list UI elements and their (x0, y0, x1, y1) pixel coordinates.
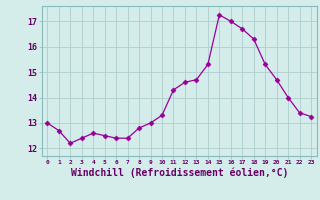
X-axis label: Windchill (Refroidissement éolien,°C): Windchill (Refroidissement éolien,°C) (70, 168, 288, 178)
